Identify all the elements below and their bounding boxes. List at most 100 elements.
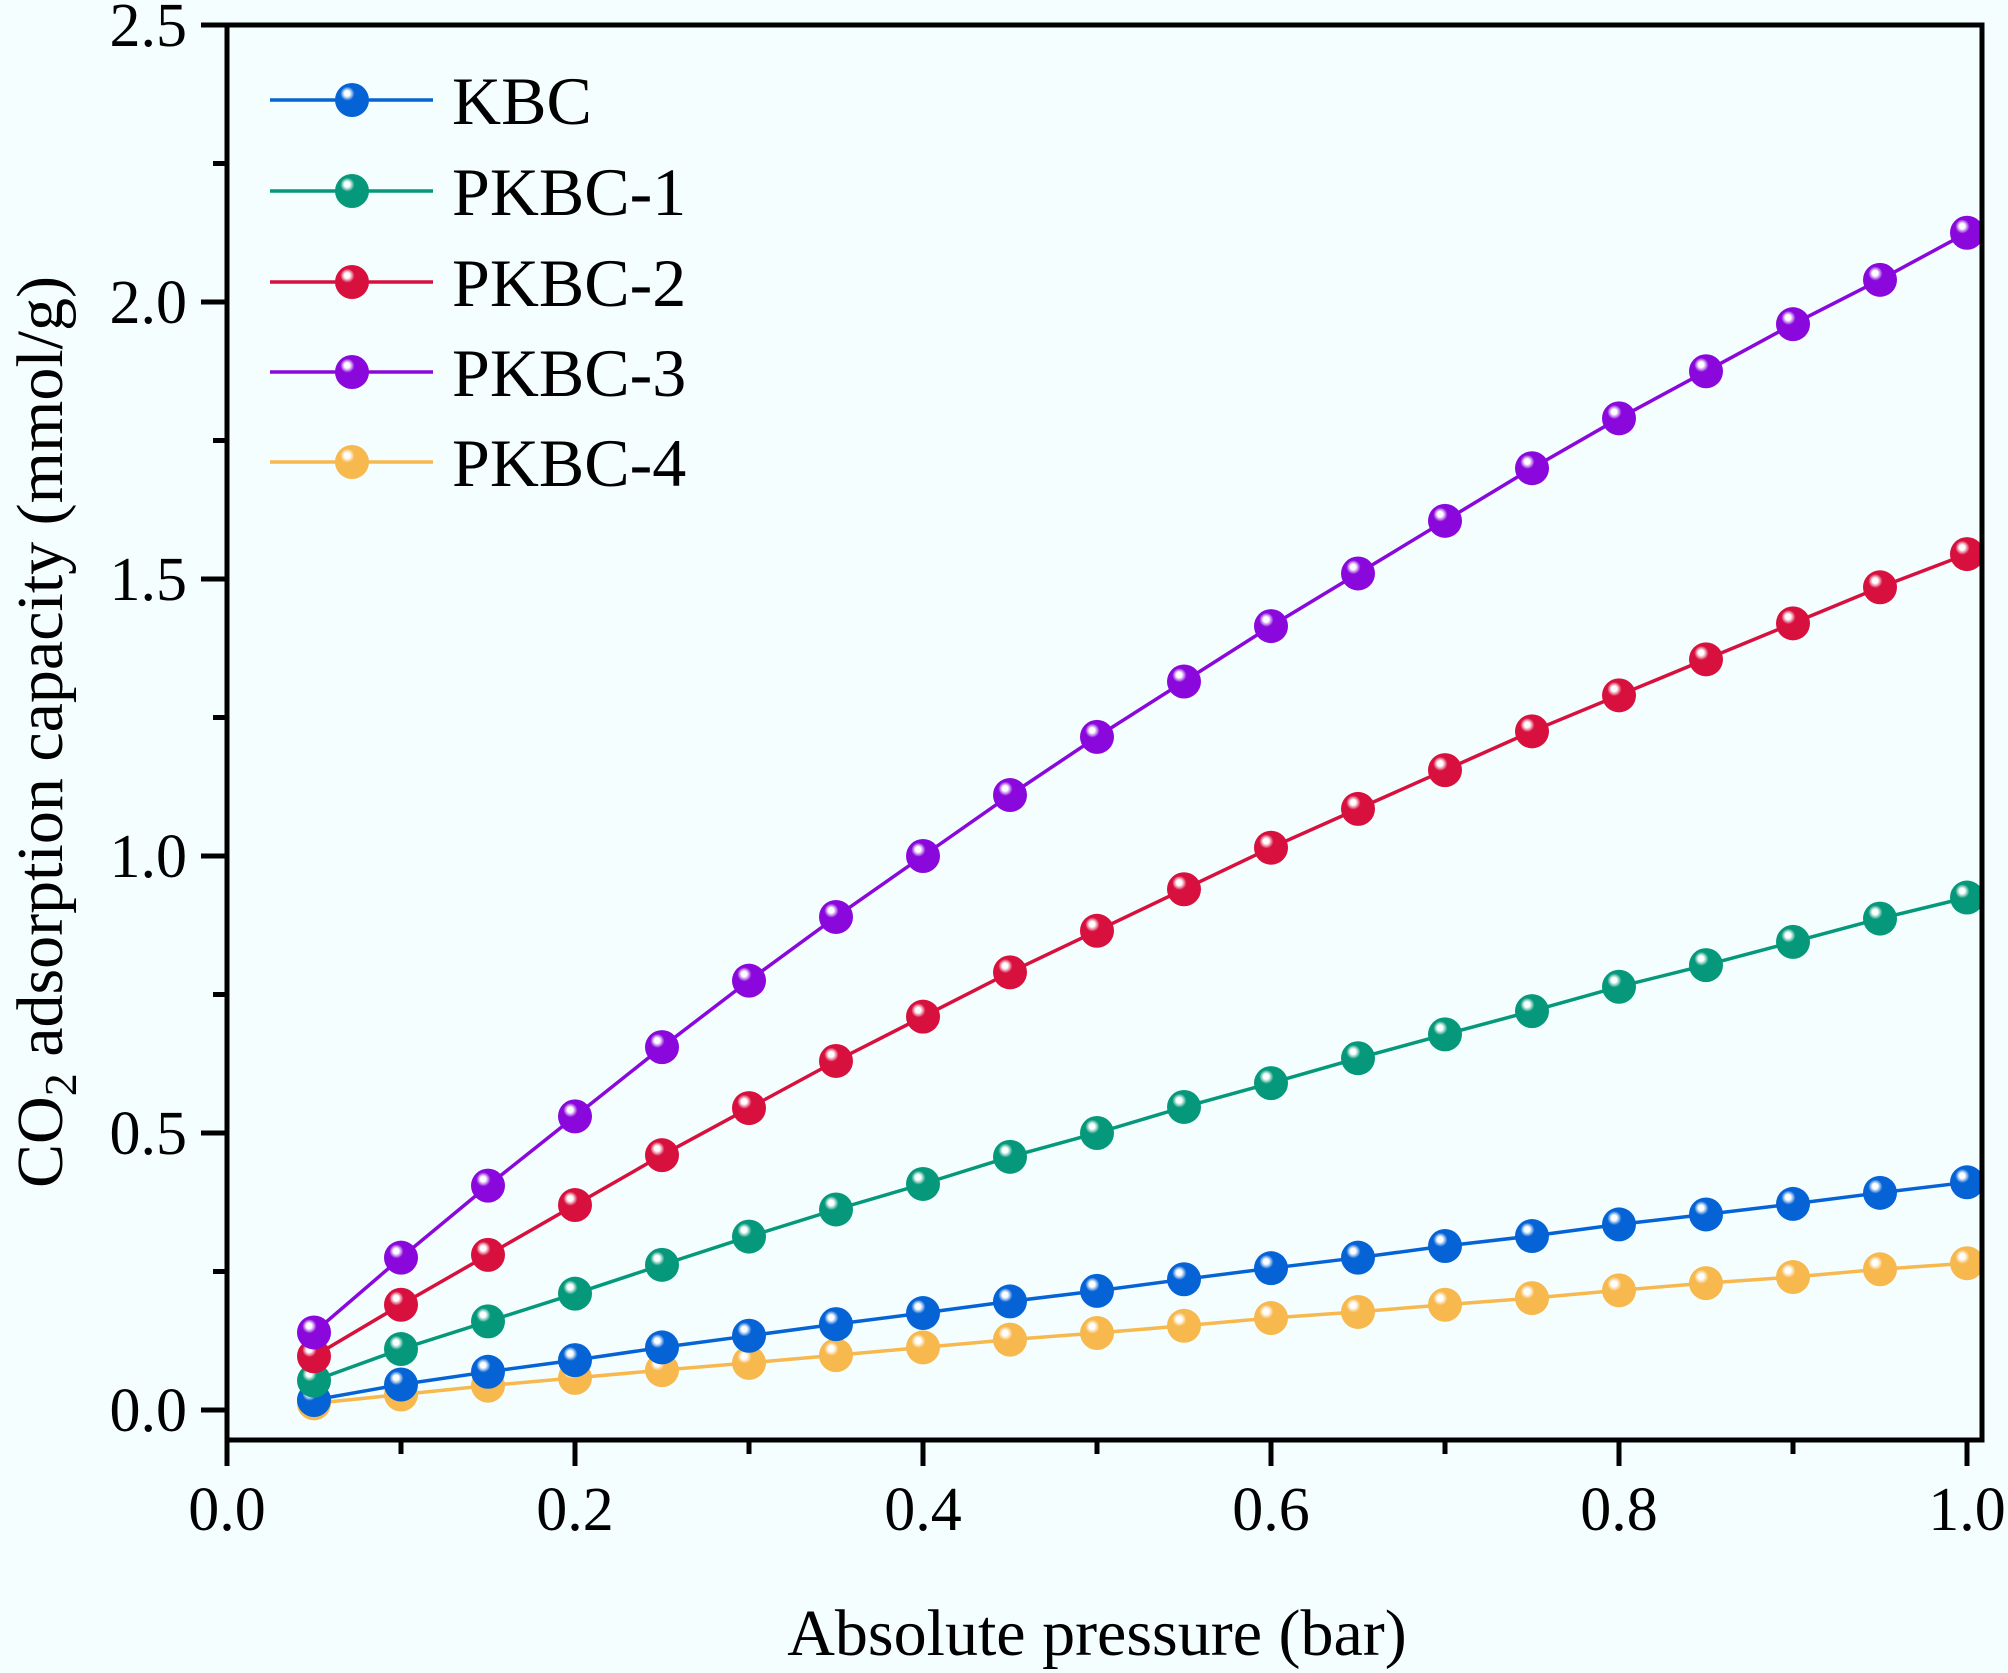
data-point bbox=[1515, 451, 1549, 486]
series-layer bbox=[297, 215, 1984, 1421]
data-point bbox=[1428, 1017, 1462, 1052]
legend: KBC PKBC-1 PKBC-2 PKBC-3 PKBC-4 bbox=[270, 63, 686, 501]
data-point bbox=[819, 1043, 853, 1078]
y-axis-title-main: CO bbox=[4, 1096, 77, 1188]
series-kbc bbox=[297, 1165, 1984, 1418]
data-point bbox=[1950, 1165, 1984, 1200]
legend-item-pkbc-4: PKBC-4 bbox=[270, 425, 686, 501]
data-point bbox=[1080, 719, 1114, 754]
data-point bbox=[645, 1030, 679, 1065]
legend-item-pkbc-2: PKBC-2 bbox=[270, 245, 686, 321]
data-point bbox=[1950, 215, 1984, 250]
data-point bbox=[1080, 1315, 1114, 1350]
y-tick-label: 0.5 bbox=[110, 1100, 188, 1168]
data-point bbox=[819, 1192, 853, 1227]
legend-marker bbox=[335, 445, 369, 479]
data-point bbox=[297, 1363, 331, 1398]
data-point bbox=[819, 1307, 853, 1342]
data-point bbox=[1080, 1116, 1114, 1150]
data-point bbox=[1254, 1301, 1288, 1336]
data-point bbox=[1341, 556, 1375, 591]
data-point bbox=[1776, 307, 1810, 342]
legend-marker bbox=[335, 83, 369, 117]
data-point bbox=[558, 1188, 592, 1223]
data-point bbox=[645, 1247, 679, 1282]
data-point bbox=[732, 1318, 766, 1353]
data-point bbox=[384, 1367, 418, 1402]
data-point bbox=[1167, 664, 1201, 699]
data-point bbox=[384, 1240, 418, 1275]
data-point bbox=[645, 1138, 679, 1173]
data-point bbox=[1254, 1066, 1288, 1101]
data-point bbox=[558, 1099, 592, 1134]
plot-frame bbox=[224, 22, 1985, 1443]
data-point bbox=[1950, 880, 1984, 915]
x-tick-label: 0.6 bbox=[1232, 1476, 1310, 1544]
data-point bbox=[1080, 1273, 1114, 1308]
data-point bbox=[1254, 609, 1288, 644]
data-point bbox=[1776, 1186, 1810, 1221]
data-point bbox=[1428, 503, 1462, 538]
data-point bbox=[993, 1284, 1027, 1319]
axes-frame bbox=[224, 22, 1985, 1443]
legend-label: PKBC-4 bbox=[452, 425, 686, 501]
data-point bbox=[297, 1339, 331, 1374]
data-point bbox=[732, 1091, 766, 1126]
series-pkbc-4 bbox=[297, 1246, 1984, 1421]
data-point bbox=[732, 1219, 766, 1254]
x-tick-label: 0.8 bbox=[1580, 1476, 1658, 1544]
y-axis-title: CO2 adsorption capacity (mmol/g) bbox=[4, 276, 86, 1188]
data-point bbox=[471, 1304, 505, 1339]
data-point bbox=[1602, 1273, 1636, 1308]
series-pkbc-1 bbox=[297, 880, 1984, 1398]
data-point bbox=[993, 1139, 1027, 1174]
data-point bbox=[1863, 570, 1897, 605]
data-point bbox=[1167, 872, 1201, 907]
data-point bbox=[1863, 262, 1897, 297]
legend-label: PKBC-3 bbox=[452, 335, 686, 411]
data-point bbox=[297, 1315, 331, 1350]
data-point bbox=[732, 1345, 766, 1380]
data-point bbox=[1341, 1240, 1375, 1275]
data-point bbox=[906, 1330, 940, 1365]
data-point bbox=[471, 1168, 505, 1203]
legend-marker bbox=[335, 265, 369, 299]
data-point bbox=[471, 1237, 505, 1272]
data-point bbox=[1689, 642, 1723, 677]
y-axis-title-subscript: 2 bbox=[35, 1073, 86, 1096]
data-point bbox=[1776, 606, 1810, 641]
y-axis-title-rest: adsorption capacity (mmol/g) bbox=[4, 276, 77, 1073]
data-point bbox=[1515, 1281, 1549, 1316]
data-point bbox=[1602, 1207, 1636, 1242]
data-point bbox=[1428, 1287, 1462, 1322]
data-point bbox=[1254, 830, 1288, 865]
data-point bbox=[384, 1332, 418, 1367]
data-point bbox=[1863, 1252, 1897, 1287]
data-point bbox=[1689, 354, 1723, 389]
data-point bbox=[645, 1330, 679, 1365]
data-point bbox=[1776, 1260, 1810, 1295]
data-point bbox=[558, 1276, 592, 1311]
y-tick-label: 1.0 bbox=[110, 823, 188, 891]
data-point bbox=[1167, 1089, 1201, 1124]
data-point bbox=[1167, 1308, 1201, 1343]
legend-label: KBC bbox=[452, 63, 592, 139]
data-point bbox=[471, 1354, 505, 1389]
data-point bbox=[906, 999, 940, 1034]
data-point bbox=[1167, 1262, 1201, 1297]
data-point bbox=[993, 955, 1027, 990]
axis-ticks: 0.0 0.5 1.0 1.5 2.0 2.5 0.0 0.2 0.4 0.6 0.8 1.0 bbox=[110, 0, 2006, 1544]
data-point bbox=[1341, 791, 1375, 826]
data-point bbox=[1428, 1229, 1462, 1264]
data-point bbox=[1515, 994, 1549, 1029]
data-point bbox=[1254, 1251, 1288, 1286]
y-tick-label: 1.5 bbox=[110, 546, 188, 614]
legend-item-pkbc-1: PKBC-1 bbox=[270, 154, 686, 230]
y-tick-label: 2.5 bbox=[110, 0, 188, 60]
data-point bbox=[1515, 714, 1549, 749]
data-point bbox=[1689, 1266, 1723, 1301]
data-point bbox=[1602, 401, 1636, 436]
x-tick-label: 1.0 bbox=[1928, 1476, 2006, 1544]
legend-item-kbc: KBC bbox=[270, 63, 592, 139]
